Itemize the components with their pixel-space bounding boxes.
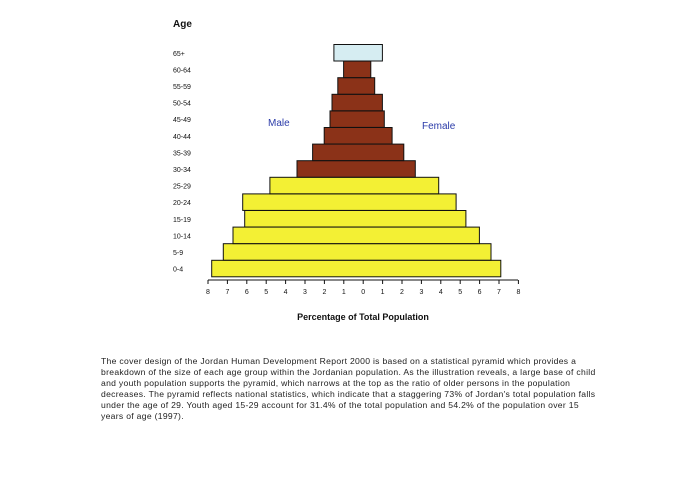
x-tick-label: 0 — [361, 289, 365, 296]
bar-30-34 — [296, 160, 416, 178]
bar-55-59 — [337, 77, 376, 95]
bar-35-39 — [312, 143, 405, 162]
x-tick-label: 8 — [206, 289, 210, 296]
age-label: 45-49 — [173, 117, 191, 124]
age-label: 60-64 — [173, 67, 191, 74]
caption-text: The cover design of the Jordan Human Dev… — [101, 356, 596, 421]
age-label: 55-59 — [173, 84, 191, 91]
x-tick-label: 7 — [225, 289, 229, 296]
age-label: 5-9 — [173, 250, 183, 257]
x-axis-ticks: 8 7 6 5 4 3 2 1 0 1 2 3 4 5 6 7 8 — [206, 280, 520, 296]
x-tick-label: 3 — [303, 289, 307, 296]
legend-male: Male — [268, 118, 290, 129]
bar-15-19 — [244, 210, 467, 228]
age-label: 65+ — [173, 51, 185, 58]
age-label: 25-29 — [173, 184, 191, 191]
bar-10-14 — [232, 226, 480, 245]
age-label: 35-39 — [173, 150, 191, 157]
x-tick-label: 4 — [439, 289, 443, 296]
bar-40-44 — [323, 127, 393, 145]
x-tick-label: 3 — [419, 289, 423, 296]
age-labels: 0-4 5-9 10-14 15-19 20-24 25-29 30-34 35-39 40-4… — [173, 51, 191, 274]
age-label: 30-34 — [173, 167, 191, 174]
x-tick-label: 2 — [322, 289, 326, 296]
x-axis-title: Percentage of Total Population — [297, 312, 429, 322]
bar-50-54 — [331, 93, 383, 112]
age-label: 50-54 — [173, 101, 191, 108]
x-tick-label: 7 — [497, 289, 501, 296]
bar-65plus — [333, 44, 383, 62]
population-pyramid-chart: Age 0-4 5-9 10-14 15-19 20-24 25-29 30-34 35-39… — [173, 19, 520, 322]
x-tick-label: 5 — [458, 289, 462, 296]
age-label: 10-14 — [173, 233, 191, 240]
age-label: 40-44 — [173, 134, 191, 141]
age-label: 0-4 — [173, 267, 183, 274]
x-tick-label: 6 — [245, 289, 249, 296]
bar-20-24 — [242, 193, 457, 211]
age-label: 15-19 — [173, 217, 191, 224]
x-tick-label: 2 — [400, 289, 404, 296]
bar-5-9 — [222, 243, 492, 261]
x-tick-label: 4 — [284, 289, 288, 296]
x-tick-label: 1 — [342, 289, 346, 296]
x-tick-label: 8 — [516, 289, 520, 296]
x-tick-label: 5 — [264, 289, 268, 296]
bar-60-64 — [343, 60, 372, 79]
bar-0-4 — [211, 259, 502, 278]
y-axis-title: Age — [173, 19, 192, 30]
bar-45-49 — [329, 110, 385, 128]
age-label: 20-24 — [173, 200, 191, 207]
bar-25-29 — [269, 176, 440, 195]
x-tick-label: 6 — [478, 289, 482, 296]
x-tick-label: 1 — [381, 289, 385, 296]
legend-female: Female — [422, 121, 456, 132]
bars-group — [211, 44, 502, 278]
